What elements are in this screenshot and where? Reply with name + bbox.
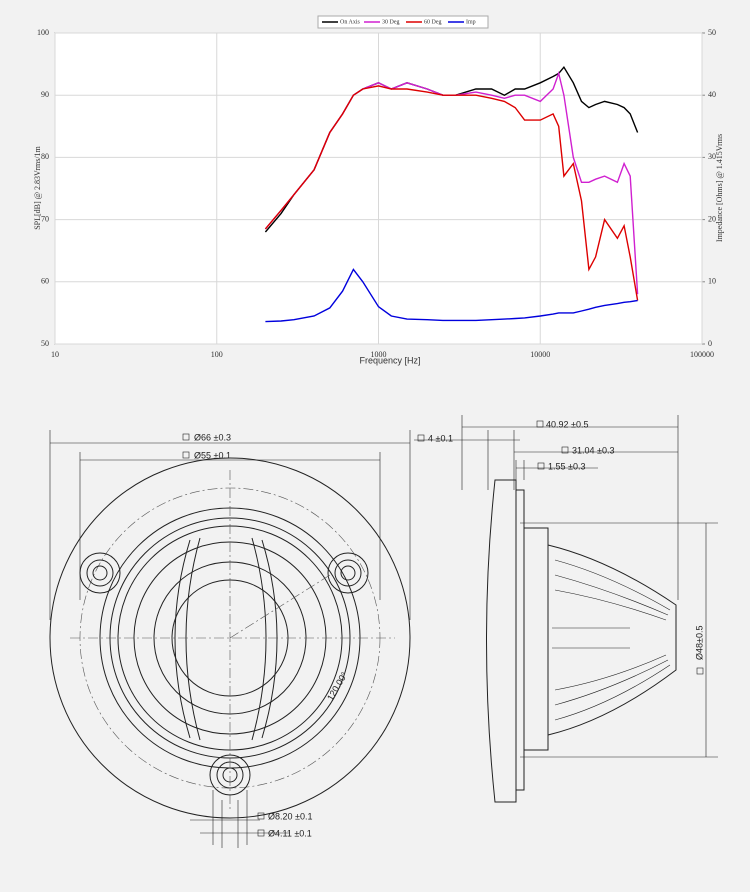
tolerance-box [537, 462, 545, 470]
dimension-lines [49, 430, 411, 848]
tolerance-box [257, 812, 265, 820]
front-view: Ø66 ±0.3 Ø55 ±0.1 120.00° Ø8.20 ±0.1 Ø4.… [49, 430, 411, 848]
dimension: Ø4.11 ±0.1 [268, 828, 312, 838]
legend-label: Imp [466, 19, 476, 25]
tolerance-box [182, 451, 190, 459]
y-tick-label: 70 [41, 214, 49, 223]
y2-axis-label: Impedance [Ohms] @ 1.415Vrms [715, 134, 724, 242]
tolerance-box [561, 446, 569, 454]
body [516, 489, 549, 791]
legend-label: On Axis [340, 19, 361, 25]
center-lines [70, 470, 395, 810]
tolerance-box [417, 434, 425, 442]
dimension: Ø8.20 ±0.1 [268, 811, 312, 821]
tolerance-box [696, 667, 704, 675]
dimension: Ø55 ±0.1 [194, 450, 231, 460]
side-view: 40.92 ±0.5 4 ±0.1 31.04 ±0.3 1.55 ±0.3 Ø… [414, 415, 718, 803]
y2-tick-label: 0 [708, 339, 712, 348]
x-tick-label: 100000 [690, 350, 714, 359]
y2-tick-label: 20 [708, 214, 716, 223]
x-tick-label: 1000 [371, 350, 387, 359]
outer-rim [49, 457, 411, 819]
x-axis-label: Frequency [Hz] [359, 355, 420, 365]
y-tick-label: 100 [37, 28, 49, 37]
y2-tick-label: 40 [708, 90, 716, 99]
y2-tick-label: 50 [708, 28, 716, 37]
y-tick-label: 60 [41, 277, 49, 286]
dimension: 40.92 ±0.5 [546, 419, 588, 429]
fins [552, 559, 671, 721]
dimension: Ø66 ±0.3 [194, 432, 231, 442]
dimension: 31.04 ±0.3 [572, 445, 614, 455]
legend-label: 60 Deg [424, 19, 442, 25]
x-tick-label: 10 [51, 350, 59, 359]
y-tick-label: 50 [41, 339, 49, 348]
y-tick-label: 90 [41, 90, 49, 99]
tolerance-box [182, 433, 190, 441]
x-tick-label: 100 [211, 350, 223, 359]
y2-tick-label: 10 [708, 277, 716, 286]
dimension: 4 ±0.1 [428, 433, 453, 443]
grille-bars [174, 537, 278, 741]
mount-hole [79, 552, 121, 594]
dimension: 1.55 ±0.3 [548, 461, 585, 471]
tolerance-box [536, 420, 544, 428]
y2-tick-label: 30 [708, 152, 716, 161]
mount-hole [327, 552, 369, 594]
y-tick-label: 80 [41, 152, 49, 161]
dimension: Ø48±0.5 [694, 626, 704, 660]
x-tick-label: 10000 [530, 350, 550, 359]
heatsink [547, 544, 677, 736]
flange [486, 479, 517, 803]
series-line [264, 85, 639, 301]
y-axis-label: SPL[dB] @ 2.83Vrms/1m [33, 145, 42, 229]
series-line [265, 268, 638, 323]
dimension-lines [414, 415, 718, 758]
legend-label: 30 Deg [382, 19, 400, 25]
tolerance-box [257, 829, 265, 837]
legend-box [317, 15, 489, 29]
